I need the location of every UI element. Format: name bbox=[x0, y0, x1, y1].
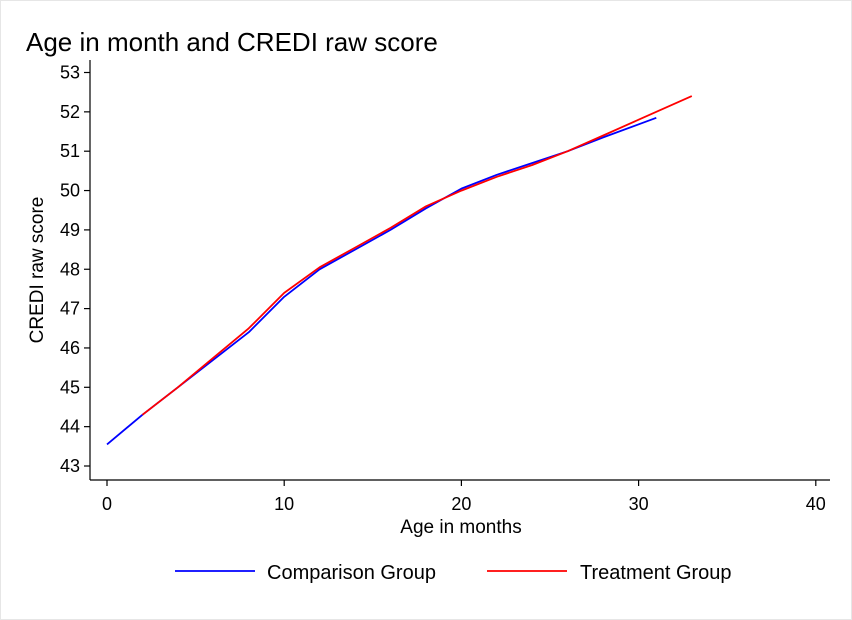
y-tick-label: 49 bbox=[60, 220, 80, 240]
y-tick-label: 46 bbox=[60, 338, 80, 358]
x-tick-label: 10 bbox=[274, 494, 294, 514]
y-tick-label: 53 bbox=[60, 63, 80, 83]
x-tick-label: 0 bbox=[102, 494, 112, 514]
x-tick-label: 30 bbox=[629, 494, 649, 514]
y-tick-label: 47 bbox=[60, 299, 80, 319]
series-lines bbox=[106, 95, 693, 446]
legend: Comparison Group Treatment Group bbox=[175, 562, 732, 584]
legend-label-comparison: Comparison Group bbox=[267, 562, 436, 584]
y-tick-label: 50 bbox=[60, 181, 80, 201]
y-tick-label: 48 bbox=[60, 259, 80, 279]
legend-label-treatment: Treatment Group bbox=[580, 562, 732, 584]
ticks: 43 44 45 46 47 48 49 50 51 52 53 0 10 20 30 40 bbox=[60, 63, 826, 515]
y-tick-label: 44 bbox=[60, 417, 80, 437]
y-tick-label: 45 bbox=[60, 377, 80, 397]
y-tick-label: 52 bbox=[60, 102, 80, 122]
x-tick-label: 20 bbox=[451, 494, 471, 514]
x-axis-label: Age in months bbox=[400, 517, 521, 538]
axes bbox=[89, 60, 830, 481]
y-axis-label: CREDI raw score bbox=[27, 197, 48, 344]
y-tick-label: 43 bbox=[60, 456, 80, 476]
x-tick-label: 40 bbox=[806, 494, 826, 514]
series-line-treatment bbox=[141, 95, 693, 416]
y-tick-label: 51 bbox=[60, 141, 80, 161]
series-line-comparison bbox=[106, 116, 657, 446]
chart-title: Age in month and CREDI raw score bbox=[26, 27, 438, 57]
